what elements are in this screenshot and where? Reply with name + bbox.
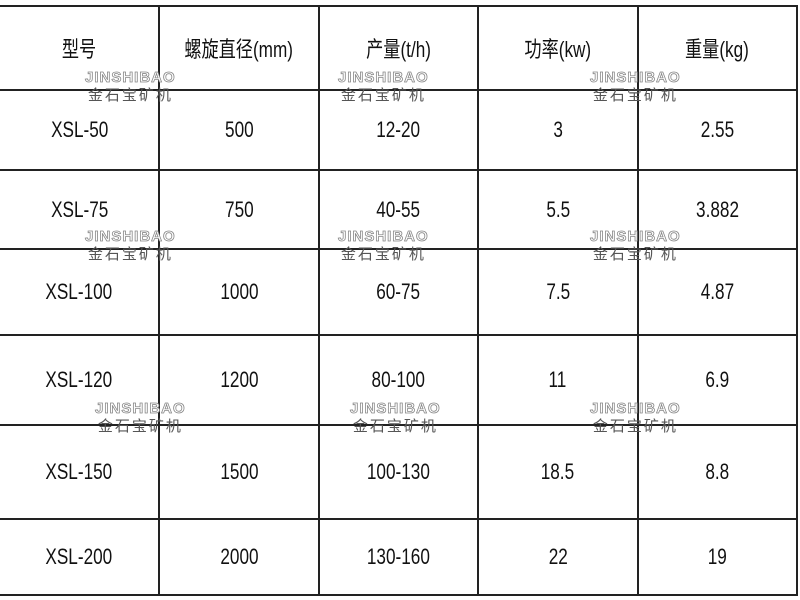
cell-model: XSL-50 xyxy=(0,89,161,171)
cell-model: XSL-150 xyxy=(0,424,161,520)
cell-output: 130-160 xyxy=(317,518,480,596)
cell-power: 7.5 xyxy=(477,248,639,336)
cell-weight: 19 xyxy=(636,518,799,596)
cell-power: 22 xyxy=(477,518,639,596)
cell-output: 60-75 xyxy=(317,248,480,336)
cell-power: 18.5 xyxy=(477,424,639,520)
cell-model: XSL-200 xyxy=(0,518,161,596)
cell-output: 12-20 xyxy=(317,89,480,171)
cell-diameter: 750 xyxy=(158,169,320,250)
table-row: XSL-50 500 12-20 3 2.55 xyxy=(0,89,799,171)
cell-model: XSL-75 xyxy=(0,169,161,250)
cell-weight: 3.882 xyxy=(636,169,799,250)
cell-power: 5.5 xyxy=(477,169,639,250)
header-output: 产量(t/h) xyxy=(317,5,480,91)
cell-diameter: 1200 xyxy=(158,334,320,426)
cell-output: 80-100 xyxy=(317,334,480,426)
spec-table: 型号 螺旋直径(mm) 产量(t/h) 功率(kw) 重量(kg) XSL-50… xyxy=(0,5,799,596)
cell-model: XSL-120 xyxy=(0,334,161,426)
table-row: XSL-120 1200 80-100 11 6.9 xyxy=(0,334,799,426)
table-row: XSL-100 1000 60-75 7.5 4.87 xyxy=(0,248,799,336)
cell-weight: 6.9 xyxy=(636,334,799,426)
header-diameter: 螺旋直径(mm) xyxy=(158,5,320,91)
cell-power: 11 xyxy=(477,334,639,426)
table-row: XSL-200 2000 130-160 22 19 xyxy=(0,518,799,596)
cell-diameter: 1000 xyxy=(158,248,320,336)
cell-output: 100-130 xyxy=(317,424,480,520)
table-row: XSL-75 750 40-55 5.5 3.882 xyxy=(0,169,799,250)
header-row: 型号 螺旋直径(mm) 产量(t/h) 功率(kw) 重量(kg) xyxy=(0,5,799,91)
header-model: 型号 xyxy=(0,5,161,91)
cell-model: XSL-100 xyxy=(0,248,161,336)
cell-weight: 4.87 xyxy=(636,248,799,336)
cell-diameter: 2000 xyxy=(158,518,320,596)
cell-weight: 8.8 xyxy=(636,424,799,520)
cell-weight: 2.55 xyxy=(636,89,799,171)
cell-diameter: 500 xyxy=(158,89,320,171)
cell-output: 40-55 xyxy=(317,169,480,250)
header-weight: 重量(kg) xyxy=(636,5,799,91)
cell-power: 3 xyxy=(477,89,639,171)
header-power: 功率(kw) xyxy=(477,5,639,91)
table-row: XSL-150 1500 100-130 18.5 8.8 xyxy=(0,424,799,520)
cell-diameter: 1500 xyxy=(158,424,320,520)
